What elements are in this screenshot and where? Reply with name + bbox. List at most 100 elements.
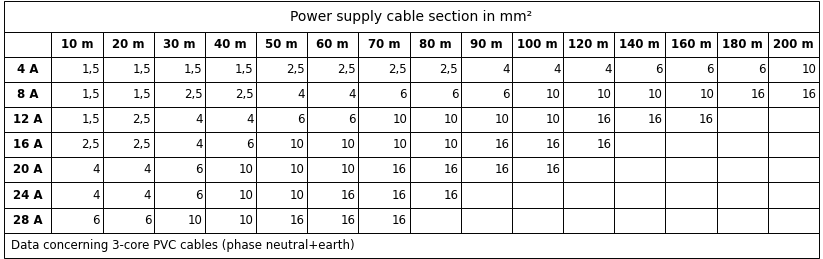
Text: 1,5: 1,5	[184, 63, 202, 76]
Text: 6: 6	[195, 163, 202, 176]
Bar	[51, 182, 103, 207]
Bar	[103, 107, 154, 132]
Text: 10: 10	[341, 163, 356, 176]
Bar	[154, 32, 205, 57]
Bar	[410, 32, 461, 57]
Text: 4: 4	[348, 88, 356, 101]
Text: 6: 6	[92, 214, 100, 227]
Text: 2,5: 2,5	[439, 63, 458, 76]
Bar	[665, 32, 717, 57]
Text: 16: 16	[341, 189, 356, 202]
Text: 16: 16	[392, 189, 407, 202]
Bar	[461, 157, 512, 182]
Bar	[51, 132, 103, 157]
Text: 2,5: 2,5	[184, 88, 202, 101]
Bar	[103, 182, 154, 207]
Bar	[358, 32, 410, 57]
Text: 4: 4	[195, 138, 202, 151]
Bar	[307, 132, 358, 157]
Bar	[307, 182, 358, 207]
Bar	[4, 132, 51, 157]
Bar	[154, 182, 205, 207]
Bar	[717, 207, 768, 233]
Bar	[4, 182, 51, 207]
Bar	[410, 157, 461, 182]
Bar	[614, 57, 665, 82]
Text: 2,5: 2,5	[133, 138, 151, 151]
Bar	[563, 32, 614, 57]
Bar	[205, 207, 256, 233]
Bar	[358, 57, 410, 82]
Bar	[103, 57, 154, 82]
Text: 100 m: 100 m	[517, 38, 558, 51]
Bar	[4, 82, 51, 107]
Bar	[358, 157, 410, 182]
Bar	[512, 57, 563, 82]
Text: Power supply cable section in mm²: Power supply cable section in mm²	[291, 10, 532, 24]
Text: 28 A: 28 A	[13, 214, 43, 227]
Text: 6: 6	[348, 113, 356, 126]
Text: 6: 6	[246, 138, 253, 151]
Text: 10: 10	[546, 113, 560, 126]
Bar	[307, 57, 358, 82]
Text: 4: 4	[297, 88, 305, 101]
Text: 16: 16	[597, 138, 611, 151]
Bar	[717, 57, 768, 82]
Text: 4: 4	[246, 113, 253, 126]
Text: 10: 10	[802, 63, 816, 76]
Bar	[256, 107, 307, 132]
Bar	[154, 107, 205, 132]
Bar	[461, 132, 512, 157]
Text: 16: 16	[597, 113, 611, 126]
Text: 4: 4	[604, 63, 611, 76]
Bar	[665, 157, 717, 182]
Bar	[768, 182, 819, 207]
Bar	[205, 132, 256, 157]
Bar	[358, 207, 410, 233]
Text: 20 A: 20 A	[13, 163, 43, 176]
Text: 4: 4	[144, 189, 151, 202]
Bar	[307, 82, 358, 107]
Bar	[256, 82, 307, 107]
Text: 10: 10	[239, 214, 253, 227]
Text: 4: 4	[195, 113, 202, 126]
Text: 10: 10	[444, 138, 458, 151]
Bar	[512, 82, 563, 107]
Text: 16: 16	[546, 163, 560, 176]
Text: 10: 10	[188, 214, 202, 227]
Bar	[205, 107, 256, 132]
Text: 16: 16	[392, 214, 407, 227]
Bar	[103, 157, 154, 182]
Text: 16: 16	[444, 163, 458, 176]
Text: 180 m: 180 m	[722, 38, 762, 51]
Bar	[512, 182, 563, 207]
Text: 6: 6	[758, 63, 765, 76]
Text: 4: 4	[92, 189, 100, 202]
Bar	[563, 157, 614, 182]
Bar	[51, 207, 103, 233]
Text: 6: 6	[144, 214, 151, 227]
Bar	[51, 57, 103, 82]
Bar	[768, 107, 819, 132]
Text: 10: 10	[239, 189, 253, 202]
Text: 90 m: 90 m	[470, 38, 503, 51]
Bar	[51, 107, 103, 132]
Bar	[4, 32, 51, 57]
Bar	[205, 82, 256, 107]
Bar	[205, 157, 256, 182]
Text: 80 m: 80 m	[419, 38, 452, 51]
Text: 8 A: 8 A	[17, 88, 39, 101]
Bar	[665, 182, 717, 207]
Text: 16: 16	[341, 214, 356, 227]
Text: 200 m: 200 m	[773, 38, 814, 51]
Bar	[307, 157, 358, 182]
Text: 4 A: 4 A	[17, 63, 39, 76]
Bar	[614, 157, 665, 182]
Bar	[614, 32, 665, 57]
Bar	[512, 107, 563, 132]
Text: 1,5: 1,5	[235, 63, 253, 76]
Text: 2,5: 2,5	[81, 138, 100, 151]
Bar	[563, 107, 614, 132]
Bar	[256, 57, 307, 82]
Text: 16: 16	[699, 113, 714, 126]
